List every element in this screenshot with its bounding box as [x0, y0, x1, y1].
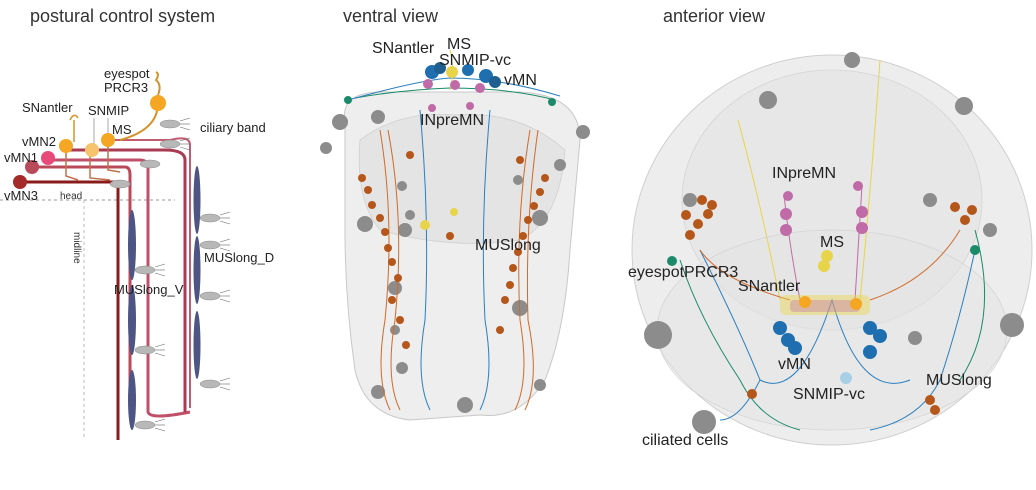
muslong-d-label: MUSlong_D: [204, 250, 275, 265]
ventral-ms-label: MS: [447, 36, 471, 53]
ventral-snmip-vc-label: SNMIP-vc: [439, 52, 511, 69]
vmn1-neuron: [25, 160, 39, 174]
vmn3-neuron: [13, 175, 27, 189]
anterior-snmip-vc-label: SNMIP-vc: [793, 386, 865, 403]
ventral-muslong-label: MUSlong: [475, 237, 541, 254]
anterior-vmn-label: vMN: [778, 356, 811, 373]
anterior-eyespot-prcr3-label: eyespotPRCR3: [628, 264, 739, 281]
ventral-inpremn-label: INpreMN: [420, 112, 485, 129]
snantler-neuron: [59, 139, 73, 153]
ms-neuron: [101, 133, 115, 147]
snmip-label: SNMIP: [88, 103, 130, 118]
snantler-label: SNantler: [22, 100, 73, 115]
anterior-ms-label: MS: [820, 234, 844, 251]
vmn2-neuron: [41, 151, 55, 165]
anterior-inpremn-label: INpreMN: [772, 165, 837, 182]
vmn2-label: vMN2: [22, 134, 56, 149]
ventral-snantler-label: SNantler: [372, 40, 435, 57]
muslong-v-label: MUSlong_V: [114, 282, 184, 297]
vmn1-label: vMN1: [4, 150, 38, 165]
ventral-vmn-label: vMN: [504, 72, 537, 89]
snmip-neuron: [85, 143, 99, 157]
ventral-view-title: ventral view: [343, 6, 439, 26]
schematic-title: postural control system: [30, 6, 216, 26]
schematic-diagram: [0, 71, 231, 440]
head-label: head: [60, 191, 83, 202]
anterior-view-title: anterior view: [663, 6, 766, 26]
eyespot-label: eyespot: [104, 66, 150, 81]
prcr3-label: PRCR3: [104, 80, 149, 95]
vmn3-label: vMN3: [4, 188, 38, 203]
anterior-muslong-label: MUSlong: [926, 372, 992, 389]
eyespot-neuron: [150, 95, 166, 111]
ms-label: MS: [112, 122, 132, 137]
anterior-snantler-label: SNantler: [738, 278, 801, 295]
ciliary-band-label: ciliary band: [200, 120, 266, 135]
anterior-ciliated-cells-label: ciliated cells: [642, 432, 729, 449]
